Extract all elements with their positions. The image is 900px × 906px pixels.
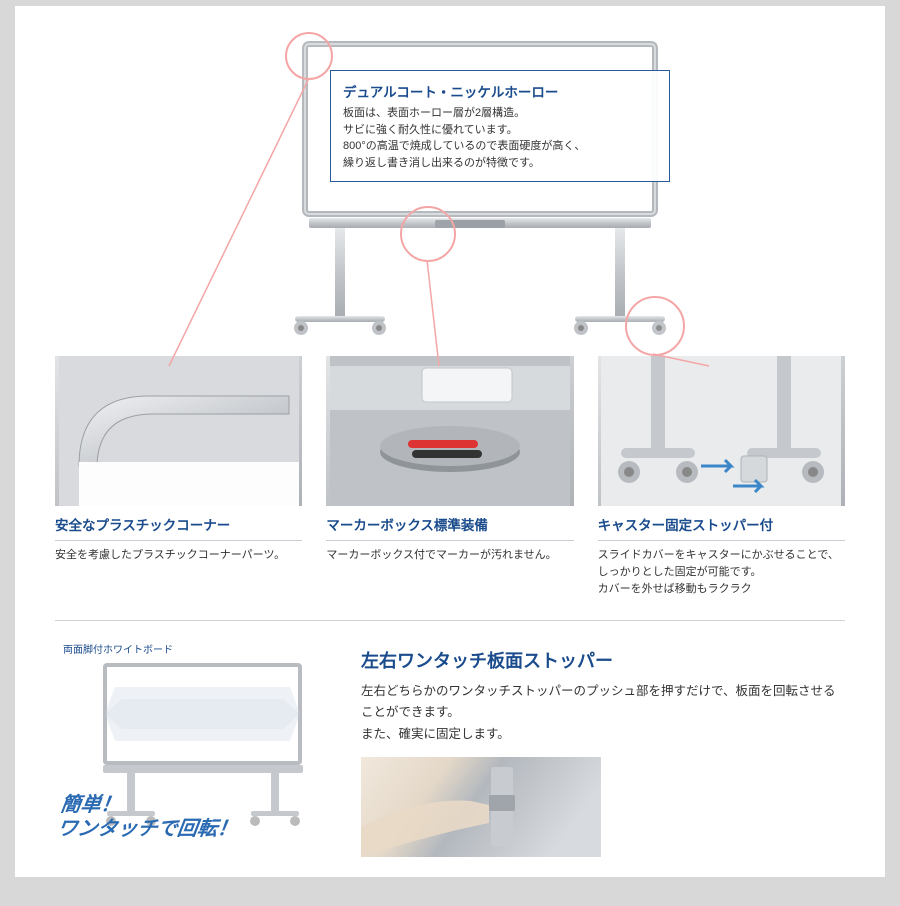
- bottom-text: 左右ワンタッチ板面ストッパー 左右どちらかのワンタッチストッパーのプッシュ部を押…: [361, 639, 845, 857]
- callout-coating: デュアルコート・ニッケルホーロー 板面は、表面ホーロー層が2層構造。 サビに強く…: [330, 70, 670, 182]
- feature-marker-box: マーカーボックス標準装備 マーカーボックス付でマーカーが汚れません。: [326, 356, 573, 598]
- feature-marker-title: マーカーボックス標準装備: [326, 506, 573, 541]
- rotate-slogan: 簡単！ ワンタッチで回転！: [56, 793, 243, 841]
- feature-marker-desc: マーカーボックス付でマーカーが汚れません。: [326, 547, 573, 564]
- marker-caster: [625, 296, 685, 356]
- feature-row: 安全なプラスチックコーナー 安全を考慮したプラスチックコーナーパーツ。 マーカー…: [55, 356, 845, 598]
- rotate-illustration: 両面脚付ホワイトボード 簡単！ ワンタッ: [55, 639, 335, 857]
- product-info-panel: デュアルコート・ニッケルホーロー 板面は、表面ホーロー層が2層構造。 サビに強く…: [15, 6, 885, 877]
- callout-body: 板面は、表面ホーロー層が2層構造。 サビに強く耐久性に優れています。 800°の…: [343, 105, 657, 171]
- hand-photo: [361, 757, 601, 857]
- rotate-line2: ワンタッチで回転！: [56, 817, 239, 841]
- bottom-title: 左右ワンタッチ板面ストッパー: [361, 647, 845, 673]
- feature-caster-desc: スライドカバーをキャスターにかぶせることで、しっかりとした固定が可能です。 カバ…: [598, 547, 845, 598]
- marker-tray: [400, 206, 456, 262]
- divider: [55, 620, 845, 621]
- feature-corner: 安全なプラスチックコーナー 安全を考慮したプラスチックコーナーパーツ。: [55, 356, 302, 598]
- marker-corner: [285, 32, 333, 80]
- callout-title: デュアルコート・ニッケルホーロー: [343, 81, 657, 101]
- feature-marker-image: [326, 356, 573, 506]
- bottom-desc: 左右どちらかのワンタッチストッパーのプッシュ部を押すだけで、板面を回転させること…: [361, 681, 845, 745]
- bottom-section: 両面脚付ホワイトボード 簡単！ ワンタッ: [55, 639, 845, 857]
- rotate-line1: 簡単！: [59, 793, 242, 817]
- feature-caster: キャスター固定ストッパー付 スライドカバーをキャスターにかぶせることで、しっかり…: [598, 356, 845, 598]
- feature-caster-image: [598, 356, 845, 506]
- feature-corner-title: 安全なプラスチックコーナー: [55, 506, 302, 541]
- feature-corner-desc: 安全を考慮したプラスチックコーナーパーツ。: [55, 547, 302, 564]
- rotate-label: 両面脚付ホワイトボード: [63, 641, 173, 656]
- feature-corner-image: [55, 356, 302, 506]
- hero-diagram: デュアルコート・ニッケルホーロー 板面は、表面ホーロー層が2層構造。 サビに強く…: [55, 20, 845, 350]
- feature-caster-title: キャスター固定ストッパー付: [598, 506, 845, 541]
